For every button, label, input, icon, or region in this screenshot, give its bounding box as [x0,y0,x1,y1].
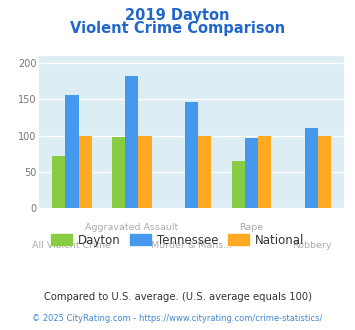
Text: Murder & Mans...: Murder & Mans... [151,241,232,250]
Bar [78,136,92,208]
Text: 2019 Dayton: 2019 Dayton [125,8,230,23]
Text: Aggravated Assault: Aggravated Assault [85,223,179,232]
Text: All Violent Crime: All Violent Crime [32,241,111,250]
Bar [112,137,125,208]
Bar [305,128,318,208]
Legend: Dayton, Tennessee, National: Dayton, Tennessee, National [46,229,309,251]
Bar [52,156,65,208]
Bar [232,161,245,208]
Bar [258,136,271,208]
Bar [125,76,138,208]
Bar [65,95,78,208]
Text: Robbery: Robbery [292,241,331,250]
Text: Compared to U.S. average. (U.S. average equals 100): Compared to U.S. average. (U.S. average … [44,292,311,302]
Bar [245,138,258,208]
Text: © 2025 CityRating.com - https://www.cityrating.com/crime-statistics/: © 2025 CityRating.com - https://www.city… [32,314,323,323]
Text: Rape: Rape [240,223,264,232]
Bar [318,136,331,208]
Text: Violent Crime Comparison: Violent Crime Comparison [70,21,285,36]
Bar [138,136,152,208]
Bar [198,136,212,208]
Bar [185,102,198,208]
